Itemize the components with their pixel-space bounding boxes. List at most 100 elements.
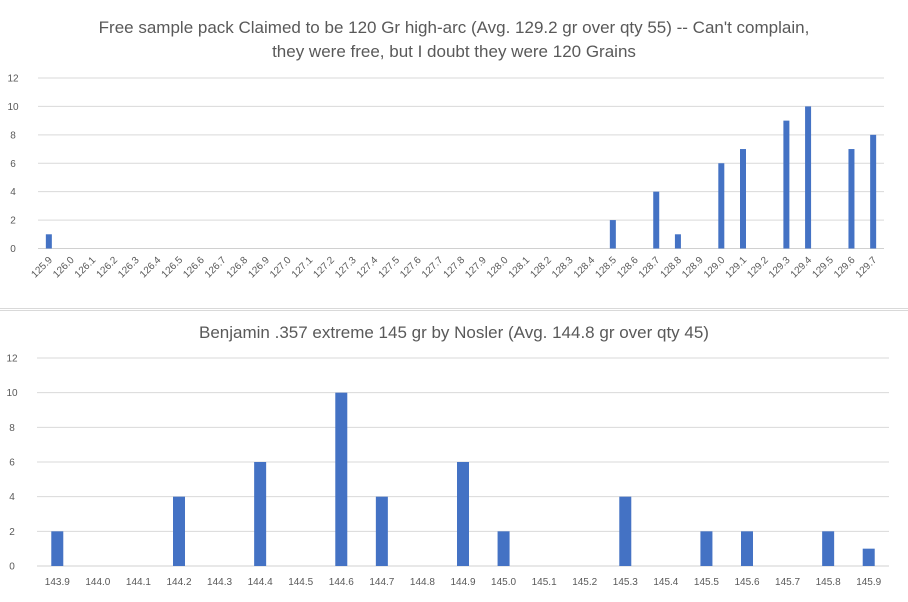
top-chart-bar: [783, 120, 790, 249]
bottom-chart-bar: [51, 531, 64, 566]
chart-title-bottom: Benjamin .357 extreme 145 gr by Nosler (…: [0, 321, 908, 345]
top-chart-x-tick-label: 129.6: [832, 255, 858, 281]
bottom-chart-x-tick-label: 145.8: [816, 577, 841, 588]
bottom-chart-bar: [497, 531, 510, 566]
bottom-chart-x-tick-label: 144.2: [166, 577, 191, 588]
bottom-chart-x-tick-label: 144.1: [126, 577, 151, 588]
bottom-chart-x-tick-label: 145.0: [491, 577, 516, 588]
top-chart-y-tick-label: 4: [10, 187, 16, 198]
top-chart-x-tick-label: 129.1: [724, 255, 750, 281]
bottom-chart-bar: [254, 462, 267, 566]
top-chart-bar: [674, 234, 681, 249]
top-chart-x-tick-label: 127.8: [442, 255, 468, 281]
histogram-panel-top: Free sample pack Claimed to be 120 Gr hi…: [0, 16, 908, 309]
bottom-chart-bar: [335, 392, 348, 566]
top-chart-y-tick-label: 8: [10, 130, 16, 141]
bar-chart-bottom: 0 2 4 6 8 10 12 143.9 144.0 144.1 144.2 144.3 144.4 1…: [6, 354, 889, 588]
bottom-chart-x-tick-label: 145.9: [856, 577, 881, 588]
top-chart-x-tick-label: 126.9: [246, 255, 272, 281]
bottom-chart-x-tick-label: 145.5: [694, 577, 719, 588]
top-chart-x-tick-label: 126.0: [51, 255, 77, 281]
bottom-chart-x-tick-label: 144.4: [248, 577, 273, 588]
top-chart-bar: [653, 191, 660, 249]
top-chart-bar: [805, 106, 812, 249]
top-chart-bar: [609, 220, 616, 249]
top-chart-y-tick-label: 6: [10, 159, 16, 170]
top-chart-x-tick-label: 126.2: [95, 255, 121, 281]
top-chart-x-tick-label: 128.3: [550, 255, 576, 281]
bottom-chart-bar: [375, 496, 388, 566]
top-chart-x-tick-label: 127.5: [377, 255, 403, 281]
top-chart-x-tick-label: 128.5: [593, 255, 619, 281]
bottom-chart-y-tick-label: 2: [9, 527, 15, 538]
bottom-chart-bar: [862, 548, 875, 566]
top-chart-x-tick-label: 127.4: [355, 255, 381, 281]
bottom-chart-y-tick-label: 0: [9, 562, 15, 573]
top-chart-x-tick-label: 126.1: [73, 255, 99, 281]
top-chart-y-tick-label: 2: [10, 216, 16, 227]
top-chart-x-tick-label: 127.2: [311, 255, 337, 281]
top-chart-x-tick-label: 126.8: [225, 255, 251, 281]
bottom-chart-x-tick-label: 144.3: [207, 577, 232, 588]
bottom-chart-x-tick-label: 144.9: [450, 577, 475, 588]
bottom-chart-x-tick-label: 145.2: [572, 577, 597, 588]
top-chart-bar: [870, 134, 877, 249]
top-chart-x-tick-label: 128.8: [659, 255, 685, 281]
bottom-chart-y-tick-label: 4: [9, 492, 15, 503]
top-chart-x-tick-label: 128.7: [637, 255, 663, 281]
bottom-chart-bar: [619, 496, 632, 566]
bottom-chart-x-tick-label: 144.5: [288, 577, 313, 588]
top-chart-x-tick-label: 129.7: [854, 255, 880, 281]
top-chart-x-tick-label: 126.5: [160, 255, 186, 281]
top-chart-x-tick-label: 127.3: [333, 255, 359, 281]
bottom-chart-x-tick-label: 144.7: [369, 577, 394, 588]
chart-title-top: Free sample pack Claimed to be 120 Gr hi…: [0, 16, 908, 64]
top-chart-x-tick-label: 128.2: [528, 255, 554, 281]
top-chart-x-tick-label: 129.2: [745, 255, 771, 281]
bottom-chart-y-tick-label: 6: [9, 458, 15, 469]
bottom-chart-bar: [700, 531, 713, 566]
bottom-chart-bar: [741, 531, 753, 566]
bottom-chart-x-tick-label: 145.7: [775, 577, 800, 588]
top-chart-x-tick-label: 128.0: [485, 255, 511, 281]
top-chart-bar: [45, 234, 52, 249]
top-chart-x-tick-label: 129.5: [810, 255, 836, 281]
top-chart-x-tick-label: 125.9: [29, 255, 55, 281]
bottom-chart-bar: [173, 496, 185, 566]
top-chart-x-tick-label: 126.4: [138, 255, 164, 281]
bottom-chart-x-tick-label: 145.3: [613, 577, 638, 588]
bottom-chart-y-tick-label: 10: [6, 388, 18, 399]
bottom-chart-x-tick-label: 144.6: [329, 577, 354, 588]
top-chart-x-tick-label: 128.1: [507, 255, 533, 281]
histogram-panel-bottom: Benjamin .357 extreme 145 gr by Nosler (…: [0, 310, 908, 602]
bottom-chart-x-tick-label: 144.0: [85, 577, 110, 588]
top-chart-bar: [740, 149, 746, 249]
top-chart-x-tick-label: 128.9: [680, 255, 706, 281]
bar-chart-top: 024681012125.9126.0126.1126.2126.3126.41…: [7, 74, 884, 281]
chart-title-top-line-1: Free sample pack Claimed to be 120 Gr hi…: [98, 18, 810, 37]
bottom-chart-x-tick-label: 145.1: [532, 577, 557, 588]
top-chart-x-tick-label: 127.9: [463, 255, 489, 281]
top-chart-x-tick-label: 127.1: [290, 255, 316, 281]
top-chart-y-tick-label: 0: [10, 244, 16, 255]
bottom-chart-y-tick-label: 8: [9, 423, 15, 434]
top-chart-y-tick-label: 12: [7, 74, 19, 85]
top-chart-x-tick-label: 128.4: [572, 255, 598, 281]
top-chart-x-tick-label: 129.4: [789, 255, 815, 281]
top-chart-x-tick-label: 129.0: [702, 255, 728, 281]
top-chart-x-tick-label: 128.6: [615, 255, 641, 281]
bottom-chart-bar: [822, 531, 835, 566]
bottom-chart-y-tick-label: 12: [6, 354, 18, 365]
top-chart-bar: [848, 149, 855, 249]
chart-title-top-line-2: they were free, but I doubt they were 12…: [272, 42, 636, 61]
top-chart-x-tick-label: 126.7: [203, 255, 229, 281]
top-chart-x-tick-label: 127.7: [420, 255, 446, 281]
bottom-chart-x-tick-label: 144.8: [410, 577, 435, 588]
bottom-chart-bar: [457, 462, 469, 566]
top-chart-x-tick-label: 126.6: [181, 255, 207, 281]
top-chart-x-tick-label: 129.3: [767, 255, 793, 281]
bottom-chart-x-tick-label: 145.4: [653, 577, 678, 588]
bottom-chart-x-tick-label: 145.6: [734, 577, 759, 588]
top-chart-x-tick-label: 127.6: [398, 255, 424, 281]
top-chart-x-tick-label: 126.3: [116, 255, 142, 281]
